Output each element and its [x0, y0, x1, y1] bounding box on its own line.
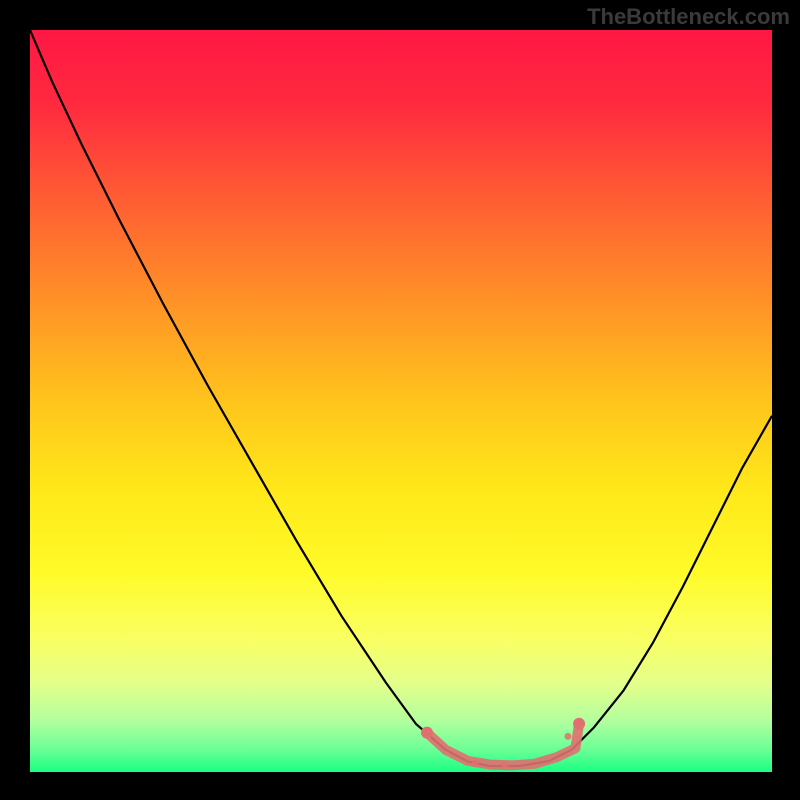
watermark-text: TheBottleneck.com	[587, 4, 790, 30]
highlight-start-dot	[421, 727, 433, 739]
highlight-texture-dot	[501, 761, 508, 768]
highlight-end-dot	[573, 718, 585, 730]
chart-container: TheBottleneck.com	[0, 0, 800, 800]
plot-area	[30, 30, 772, 772]
highlight-texture-dot	[472, 760, 479, 767]
gradient-background	[30, 30, 772, 772]
highlight-texture-dot	[564, 733, 571, 740]
bottleneck-chart	[30, 30, 772, 772]
